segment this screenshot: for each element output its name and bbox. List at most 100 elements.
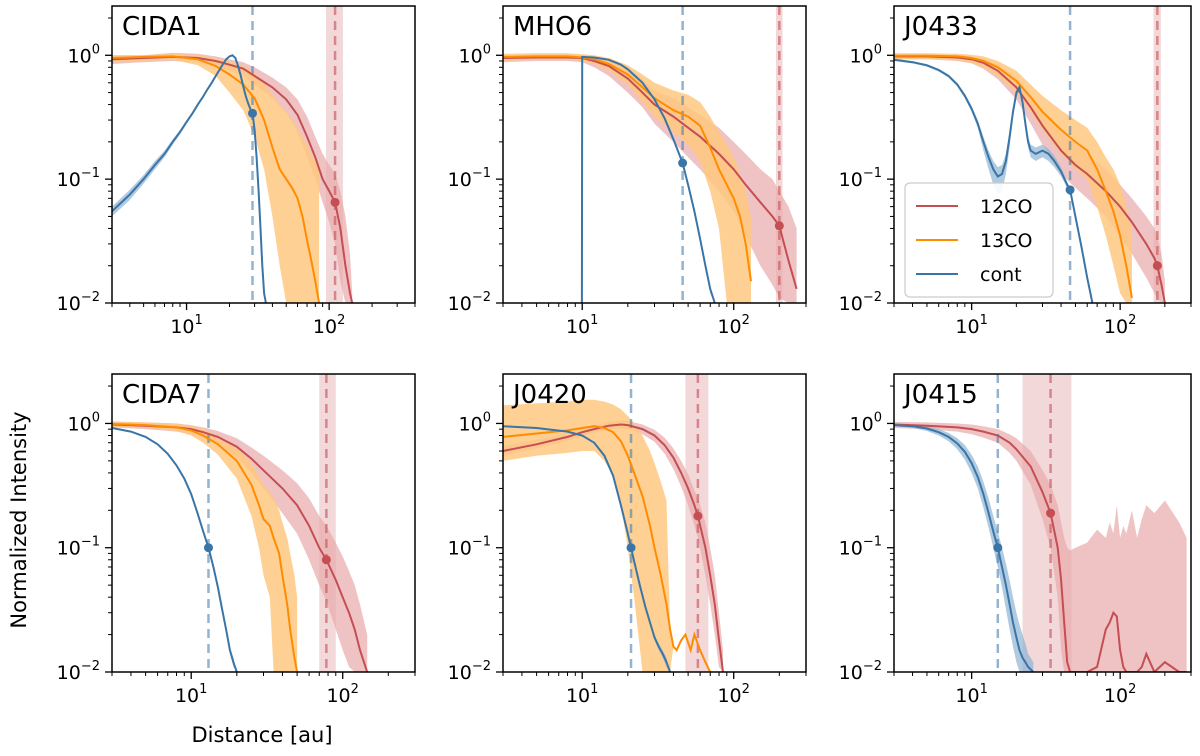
panel-j0415: 101 102 10−2 10−1 100 J0415	[839, 373, 1192, 707]
y-tick-label: 100	[459, 410, 491, 435]
x-tick-label: 101	[566, 313, 598, 338]
line-12co	[894, 55, 1166, 303]
line-12co	[112, 55, 354, 303]
line-13co	[112, 423, 299, 672]
line-12co	[894, 423, 1187, 672]
y-tick-label: 10−2	[448, 659, 491, 684]
legend-label: 12CO	[980, 196, 1032, 218]
cont-radius-marker	[993, 543, 1003, 553]
x-tick-label: 102	[1104, 682, 1136, 707]
y-tick-label: 10−1	[57, 166, 100, 191]
cont-radius-marker	[1065, 185, 1075, 195]
cont-radius-marker	[626, 543, 636, 553]
x-ticks: 101 102	[502, 303, 807, 338]
band-12co	[112, 52, 353, 303]
line-cont	[894, 58, 1094, 303]
x-tick-label: 101	[170, 313, 202, 338]
x-ticks: 101 102	[893, 303, 1192, 338]
x-tick-label: 102	[717, 682, 749, 707]
panel-cida1: 101 102 10−2 10−1 100 CIDA1	[57, 5, 416, 338]
co12-radius-band	[1153, 6, 1161, 303]
panel-title: J0433	[902, 12, 978, 42]
co12-radius-marker	[321, 555, 331, 565]
line-cont	[112, 54, 267, 303]
line-12co	[503, 423, 724, 672]
line-13co	[112, 55, 321, 303]
plot-area	[112, 6, 354, 303]
plot-area	[894, 6, 1166, 303]
line-13co	[894, 54, 1133, 299]
x-tick-label: 101	[175, 682, 207, 707]
y-tick-label: 10−2	[839, 659, 882, 684]
line-cont	[894, 424, 1035, 672]
co12-radius-band	[775, 6, 783, 303]
x-ticks: 101 102	[893, 672, 1192, 707]
y-tick-label: 10−1	[448, 535, 491, 560]
plot-area	[112, 374, 369, 672]
y-ticks: 10−2 10−1 100	[839, 385, 894, 684]
x-ticks: 101 102	[502, 672, 807, 707]
y-tick-label: 100	[68, 42, 100, 67]
legend-label: 13CO	[980, 230, 1032, 252]
legend-label: cont	[980, 264, 1022, 286]
co12-radius-marker	[1046, 508, 1056, 518]
y-ticks: 10−2 10−1 100	[839, 17, 894, 315]
co12-radius-marker	[330, 197, 340, 207]
y-tick-label: 100	[850, 42, 882, 67]
y-tick-label: 10−2	[839, 290, 882, 315]
band-13co	[112, 53, 320, 303]
y-ticks: 10−2 10−1 100	[57, 385, 112, 684]
x-tick-label: 101	[955, 682, 987, 707]
x-tick-label: 102	[313, 313, 345, 338]
x-tick-label: 101	[566, 682, 598, 707]
y-tick-label: 10−1	[839, 166, 882, 191]
band-12co	[894, 421, 1187, 672]
legend-box	[904, 182, 1054, 298]
line-cont	[112, 427, 238, 672]
y-ticks: 10−2 10−1 100	[57, 17, 112, 315]
band-cont	[894, 424, 1034, 672]
panel-title: CIDA1	[122, 12, 202, 42]
y-tick-label: 10−2	[57, 659, 100, 684]
x-ticks: 101 102	[111, 303, 416, 338]
y-axis-label: Normalized Intensity	[7, 411, 31, 628]
line-cont	[580, 55, 716, 303]
cont-radius-marker	[203, 543, 213, 553]
panel-j0420: 101 102 10−2 10−1 100 J0420	[448, 373, 807, 707]
panel-j0433: 101 102 10−2 10−1 100 J0433 12CO 13CO cont	[839, 5, 1192, 338]
cont-radius-marker	[247, 108, 257, 118]
panel-mho6: 101 102 10−2 10−1 100 MHO6	[448, 5, 807, 338]
panel-title: J0420	[511, 380, 587, 410]
panels: 101 102 10−2 10−1 100 CIDA1 101 102 10−2 10−1 100 M…	[57, 5, 1192, 707]
panel-title: MHO6	[513, 12, 592, 42]
x-axis-label: Distance [au]	[191, 723, 332, 747]
line-13co	[503, 425, 712, 672]
x-ticks: 101 102	[111, 672, 416, 707]
y-ticks: 10−2 10−1 100	[448, 17, 503, 315]
y-tick-label: 10−1	[448, 166, 491, 191]
band-13co	[503, 53, 751, 303]
x-tick-label: 101	[955, 313, 987, 338]
band-12co	[112, 421, 368, 672]
y-tick-label: 10−1	[839, 535, 882, 560]
plot-area	[894, 374, 1187, 672]
plot-area	[503, 6, 798, 303]
co12-radius-marker	[774, 221, 784, 231]
x-tick-label: 102	[1104, 313, 1136, 338]
legend: 12CO 13CO cont	[904, 182, 1054, 298]
cont-radius-marker	[678, 158, 688, 168]
x-tick-label: 102	[326, 682, 358, 707]
y-tick-label: 10−1	[57, 535, 100, 560]
y-ticks: 10−2 10−1 100	[448, 385, 503, 684]
line-12co	[112, 423, 369, 672]
plot-area	[503, 374, 724, 672]
band-cont	[894, 58, 1093, 303]
y-tick-label: 100	[850, 410, 882, 435]
x-tick-label: 102	[717, 313, 749, 338]
axes-frame	[111, 5, 416, 304]
panel-title: J0415	[902, 380, 978, 410]
y-tick-label: 10−2	[57, 290, 100, 315]
panel-cida7: 101 102 10−2 10−1 100 CIDA7	[57, 373, 416, 707]
y-tick-label: 100	[459, 42, 491, 67]
